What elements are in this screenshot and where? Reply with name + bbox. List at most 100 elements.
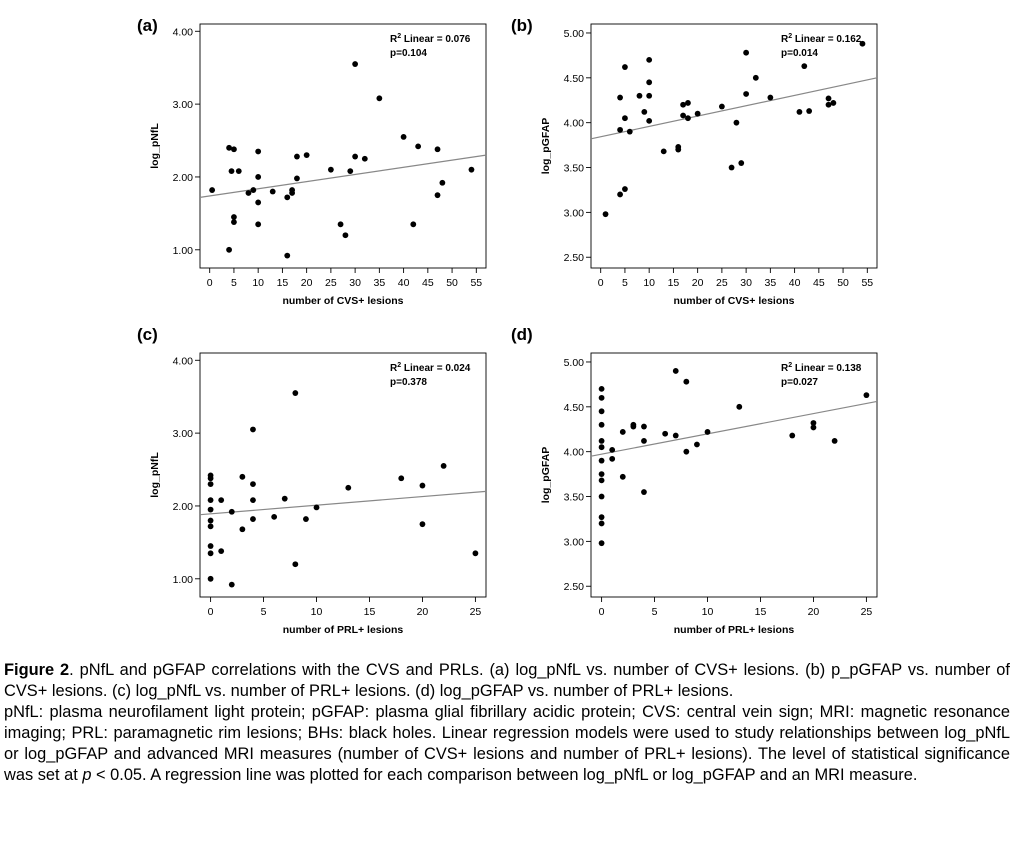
y-tick-label-a: 4.00 bbox=[173, 26, 194, 38]
data-point-c bbox=[303, 516, 309, 522]
plot-frame-b bbox=[590, 23, 878, 269]
x-tick-label-d: 0 bbox=[599, 606, 605, 618]
data-point-a bbox=[410, 221, 417, 228]
x-tick-label-a: 40 bbox=[398, 277, 410, 289]
data-point-a bbox=[226, 144, 232, 151]
data-point-c bbox=[472, 550, 479, 557]
data-point-a bbox=[269, 188, 276, 195]
charts-svg: 1.002.003.004.000 5 10 15 20 25 30 35 40 45 50 55nu… bbox=[149, 23, 878, 636]
data-point-d bbox=[789, 432, 796, 439]
data-point-d bbox=[619, 473, 626, 480]
data-point-c bbox=[207, 550, 214, 557]
data-point-a bbox=[352, 61, 359, 67]
x-tick-label-b: 55 bbox=[861, 277, 873, 289]
data-point-b bbox=[806, 108, 813, 114]
data-point-a bbox=[303, 152, 310, 159]
plot-frame-a bbox=[199, 23, 487, 269]
x-tick-label-a: 5 bbox=[231, 277, 237, 289]
data-point-a bbox=[245, 190, 252, 196]
data-point-c bbox=[207, 517, 214, 524]
data-point-c bbox=[281, 495, 288, 502]
x-tick-label-d: 5 bbox=[652, 606, 658, 618]
x-tick-label-b: 35 bbox=[765, 277, 777, 289]
data-point-a bbox=[226, 246, 232, 253]
data-point-a bbox=[255, 148, 262, 155]
figure: (a) (b) (c) (d) 1.00 2.00 3.00 4.00 0 5 10 15 20… bbox=[137, 16, 878, 636]
data-point-c bbox=[292, 561, 299, 568]
x-tick-label-d: 25 bbox=[861, 606, 873, 618]
data-point-c bbox=[398, 475, 405, 482]
stat-p-a: p=0.104 bbox=[390, 48, 427, 59]
data-point-c bbox=[250, 516, 256, 522]
data-point-d bbox=[683, 448, 690, 455]
data-point-d bbox=[598, 421, 605, 428]
data-point-c bbox=[218, 548, 225, 555]
x-tick-label-b: 45 bbox=[813, 277, 825, 289]
stat-r2-b: R2 Linear = 0.162 bbox=[781, 33, 862, 45]
x-tick-label-a: 50 bbox=[446, 277, 458, 289]
caption-summary: . pNfL and pGFAP correlations with the C… bbox=[4, 661, 1010, 700]
data-point-a bbox=[231, 146, 237, 153]
data-point-b bbox=[825, 95, 832, 102]
data-point-a bbox=[415, 143, 422, 150]
data-point-c bbox=[207, 523, 214, 530]
x-axis-label-a: number of CVS+ lesions bbox=[282, 295, 403, 307]
data-point-a bbox=[294, 175, 300, 182]
data-point-b bbox=[859, 40, 866, 47]
data-point-c bbox=[207, 543, 214, 549]
y-tick-label-d: 5.00 bbox=[564, 357, 585, 369]
y-tick-label-d: 4.00 bbox=[564, 447, 585, 459]
y-tick-label-a: 2.00 bbox=[173, 172, 194, 184]
stat-p-c: p=0.378 bbox=[390, 377, 427, 388]
data-point-b bbox=[636, 92, 643, 99]
y-tick-label-d: 3.50 bbox=[564, 492, 585, 504]
data-point-d bbox=[863, 392, 870, 399]
y-tick-label-b: 4.00 bbox=[564, 118, 585, 130]
data-point-b bbox=[718, 103, 725, 110]
data-point-d bbox=[683, 378, 690, 385]
x-tick-label-b: 50 bbox=[837, 277, 849, 289]
data-point-a bbox=[255, 199, 262, 206]
data-point-d bbox=[609, 455, 616, 462]
y-tick-label-a: 3.00 bbox=[173, 99, 194, 111]
data-point-a bbox=[231, 219, 237, 226]
y-tick-label-b: 2.50 bbox=[564, 252, 585, 264]
x-tick-label-d: 10 bbox=[702, 606, 714, 618]
data-point-d bbox=[810, 424, 817, 431]
data-point-a bbox=[361, 155, 368, 162]
x-axis-label-b: number of CVS+ lesions bbox=[673, 295, 794, 307]
x-tick-label-c: 5 bbox=[261, 606, 267, 618]
y-axis-label-c: log_pNfL bbox=[149, 452, 161, 498]
data-point-c bbox=[292, 390, 299, 396]
data-point-a bbox=[209, 187, 216, 193]
data-point-a bbox=[284, 252, 291, 259]
data-point-d bbox=[736, 403, 743, 410]
regression-line-c bbox=[199, 490, 487, 516]
plot-frame-d bbox=[590, 352, 878, 598]
x-tick-label-d: 20 bbox=[808, 606, 820, 618]
data-point-a bbox=[250, 187, 257, 193]
data-point-c bbox=[419, 521, 426, 528]
data-point-c bbox=[419, 482, 426, 489]
data-point-b bbox=[767, 94, 774, 101]
panel-label-d: (d) bbox=[511, 325, 533, 344]
data-point-b bbox=[743, 91, 750, 97]
y-tick-label-c: 2.00 bbox=[173, 501, 194, 513]
data-point-a bbox=[255, 221, 262, 228]
data-point-d bbox=[598, 514, 605, 521]
data-point-b bbox=[694, 110, 701, 117]
data-point-d bbox=[831, 438, 838, 444]
data-point-a bbox=[228, 168, 235, 175]
x-tick-label-c: 10 bbox=[311, 606, 323, 618]
data-point-c bbox=[207, 481, 214, 488]
x-axis-label-c: number of PRL+ lesions bbox=[283, 624, 404, 636]
data-point-d bbox=[598, 408, 605, 415]
y-axis-label-b: log_pGFAP bbox=[540, 118, 552, 175]
x-tick-label-c: 15 bbox=[364, 606, 376, 618]
data-point-a bbox=[400, 133, 407, 140]
data-point-b bbox=[622, 115, 628, 122]
data-point-b bbox=[733, 119, 740, 126]
data-point-b bbox=[646, 56, 653, 63]
y-tick-label-d: 3.00 bbox=[564, 536, 585, 548]
data-point-b bbox=[617, 126, 623, 133]
